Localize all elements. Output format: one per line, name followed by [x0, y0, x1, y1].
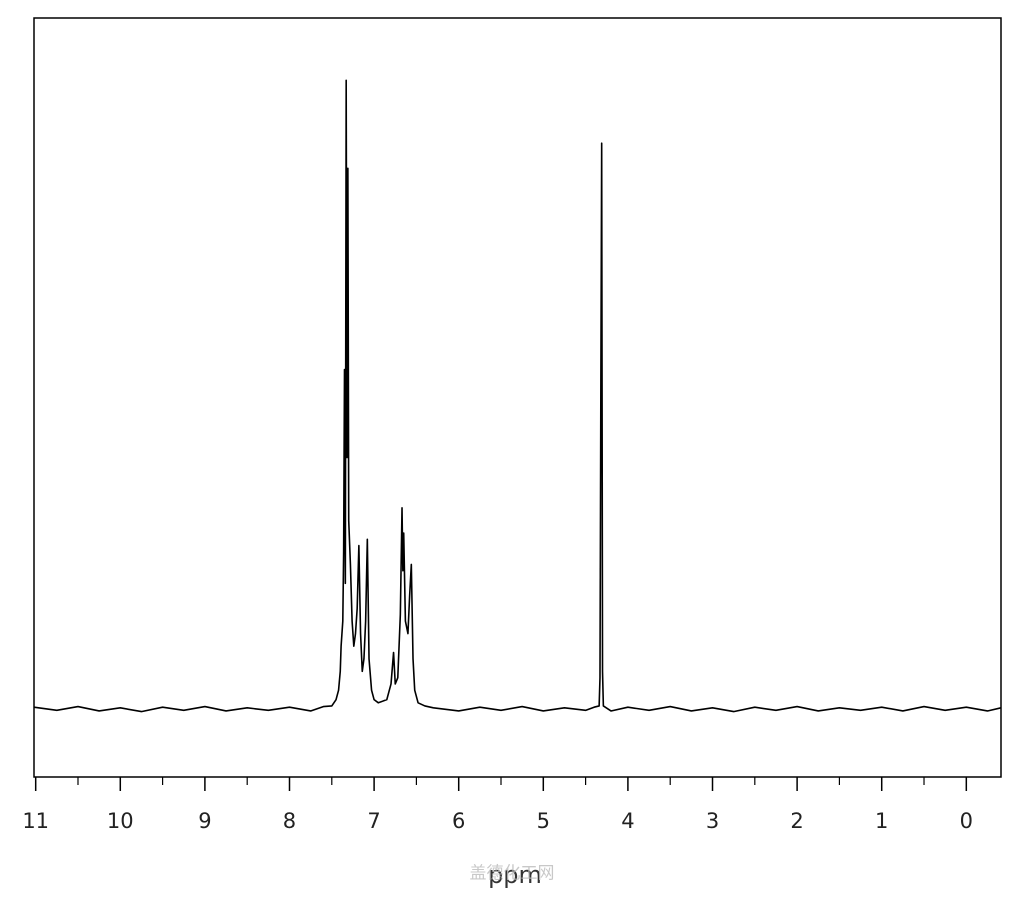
plot-frame [33, 17, 1002, 778]
x-tick-label: 4 [621, 809, 634, 833]
x-axis-label: ppm [488, 861, 542, 889]
x-tick-label: 10 [107, 809, 134, 833]
x-tick-label: 3 [706, 809, 719, 833]
x-tick-label: 5 [537, 809, 550, 833]
x-tick-label: 1 [875, 809, 888, 833]
x-tick-label: 7 [367, 809, 380, 833]
x-tick-label: 6 [452, 809, 465, 833]
spectrum-line [33, 79, 1002, 713]
x-tick-label: 11 [22, 809, 49, 833]
x-tick-label: 9 [198, 809, 211, 833]
x-tick-label: 8 [283, 809, 296, 833]
x-tick-label: 2 [790, 809, 803, 833]
watermark: 盖德化工网 [470, 864, 555, 884]
x-tick-label: 0 [960, 809, 973, 833]
